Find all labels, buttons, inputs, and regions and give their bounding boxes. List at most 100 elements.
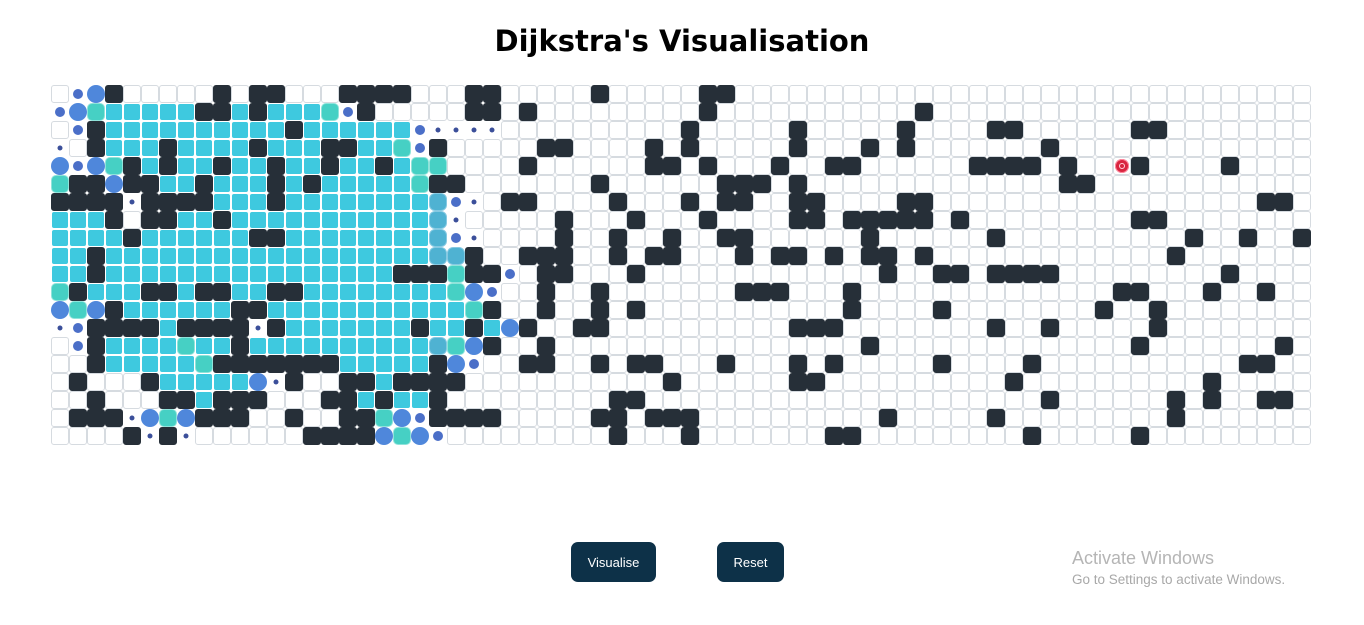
grid-cell[interactable] (771, 301, 789, 319)
visited-cell[interactable] (123, 139, 141, 157)
grid-cell[interactable] (843, 391, 861, 409)
wall-cell[interactable] (483, 103, 501, 121)
grid-cell[interactable] (1149, 175, 1167, 193)
grid-cell[interactable] (1149, 265, 1167, 283)
visited-cell[interactable] (177, 247, 195, 265)
grid-cell[interactable] (1131, 103, 1149, 121)
grid-cell[interactable] (807, 157, 825, 175)
wall-cell[interactable] (51, 193, 69, 211)
grid-cell[interactable] (699, 121, 717, 139)
wall-cell[interactable] (1167, 391, 1185, 409)
grid-cell[interactable] (321, 409, 339, 427)
grid-cell[interactable] (897, 427, 915, 445)
grid-cell[interactable] (897, 373, 915, 391)
grid-cell[interactable] (735, 409, 753, 427)
grid-cell[interactable] (1239, 103, 1257, 121)
frontier-cell[interactable] (447, 265, 465, 283)
wall-cell[interactable] (771, 247, 789, 265)
wall-cell[interactable] (195, 193, 213, 211)
grid-cell[interactable] (573, 211, 591, 229)
grid-cell[interactable] (555, 103, 573, 121)
grid-cell[interactable] (1203, 247, 1221, 265)
grid-cell[interactable] (951, 139, 969, 157)
grid-cell[interactable] (555, 409, 573, 427)
grid-cell[interactable] (1095, 247, 1113, 265)
grid-cell[interactable] (1059, 301, 1077, 319)
grid-cell[interactable] (1023, 391, 1041, 409)
grid-cell[interactable] (987, 211, 1005, 229)
grid-cell[interactable] (555, 355, 573, 373)
grid-cell[interactable] (249, 409, 267, 427)
visited-cell[interactable] (285, 301, 303, 319)
wall-cell[interactable] (357, 373, 375, 391)
visited-cell[interactable] (87, 229, 105, 247)
grid-cell[interactable] (1275, 229, 1293, 247)
grid-cell[interactable] (861, 373, 879, 391)
grid-cell[interactable] (1131, 139, 1149, 157)
visited-cell[interactable] (285, 247, 303, 265)
grid-cell[interactable] (1203, 103, 1221, 121)
grid-cell[interactable] (1005, 391, 1023, 409)
wall-cell[interactable] (843, 427, 861, 445)
grid-cell[interactable] (825, 121, 843, 139)
grid-cell[interactable] (1131, 247, 1149, 265)
grid-cell[interactable] (537, 373, 555, 391)
grid-cell[interactable] (879, 301, 897, 319)
grid-cell[interactable] (285, 85, 303, 103)
grid-cell[interactable] (1293, 157, 1311, 175)
grid-cell[interactable] (519, 175, 537, 193)
grid-cell[interactable] (591, 427, 609, 445)
grid-cell[interactable] (573, 265, 591, 283)
grid-cell[interactable] (735, 121, 753, 139)
grid-cell[interactable] (537, 121, 555, 139)
grid-cell[interactable] (1077, 319, 1095, 337)
visited-cell[interactable] (393, 229, 411, 247)
animating-cell[interactable] (375, 427, 393, 445)
grid-cell[interactable] (699, 229, 717, 247)
wall-cell[interactable] (627, 355, 645, 373)
grid-cell[interactable] (429, 103, 447, 121)
grid-cell[interactable] (1077, 301, 1095, 319)
wall-cell[interactable] (519, 157, 537, 175)
grid-cell[interactable] (1167, 427, 1185, 445)
visited-cell[interactable] (195, 229, 213, 247)
grid-cell[interactable] (699, 373, 717, 391)
visited-cell[interactable] (393, 391, 411, 409)
visited-cell[interactable] (105, 355, 123, 373)
wall-cell[interactable] (735, 283, 753, 301)
grid-cell[interactable] (1239, 265, 1257, 283)
grid-cell[interactable] (897, 229, 915, 247)
grid-cell[interactable] (1185, 193, 1203, 211)
grid-cell[interactable] (1239, 319, 1257, 337)
visited-cell[interactable] (141, 265, 159, 283)
wall-cell[interactable] (1131, 157, 1149, 175)
wall-cell[interactable] (537, 301, 555, 319)
wall-cell[interactable] (861, 337, 879, 355)
wall-cell[interactable] (357, 85, 375, 103)
grid-cell[interactable] (933, 391, 951, 409)
grid-cell[interactable] (645, 103, 663, 121)
grid-cell[interactable] (771, 391, 789, 409)
grid-cell[interactable] (1257, 301, 1275, 319)
grid-cell[interactable] (951, 355, 969, 373)
grid-cell[interactable] (573, 283, 591, 301)
grid-cell[interactable] (753, 193, 771, 211)
grid-cell[interactable] (843, 337, 861, 355)
grid-cell[interactable] (1185, 103, 1203, 121)
grid-cell[interactable] (1095, 265, 1113, 283)
grid-cell[interactable] (501, 247, 519, 265)
grid-cell[interactable] (1005, 355, 1023, 373)
visited-cell[interactable] (285, 337, 303, 355)
grid-cell[interactable] (609, 301, 627, 319)
visited-cell[interactable] (105, 265, 123, 283)
animating-cell[interactable] (447, 211, 465, 229)
grid-cell[interactable] (321, 85, 339, 103)
grid-cell[interactable] (1167, 301, 1185, 319)
visited-cell[interactable] (159, 229, 177, 247)
visited-cell[interactable] (177, 121, 195, 139)
grid-cell[interactable] (483, 139, 501, 157)
grid-cell[interactable] (951, 283, 969, 301)
wall-cell[interactable] (339, 373, 357, 391)
grid-cell[interactable] (915, 355, 933, 373)
animating-cell[interactable] (447, 121, 465, 139)
